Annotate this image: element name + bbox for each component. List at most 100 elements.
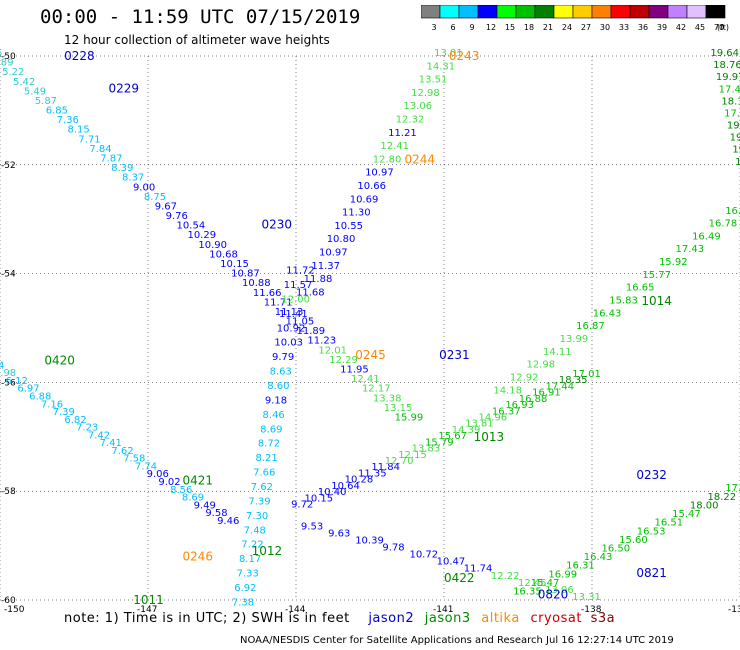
swh-value: 18 — [735, 157, 740, 168]
swh-value: 9.53 — [301, 521, 323, 532]
swh-value: 10.97 — [319, 247, 348, 258]
swh-value: 10.87 — [231, 269, 260, 280]
swh-value: 7.62 — [111, 446, 133, 457]
swh-value: 8.39 — [111, 163, 133, 174]
swh-value: 19.34 — [727, 121, 740, 132]
legend-label: 3 — [431, 23, 436, 32]
swh-value: 9.76 — [166, 211, 188, 222]
swh-value: 14.96 — [479, 412, 508, 423]
swh-value: 7.23 — [76, 423, 98, 434]
swh-value: 13.01 — [434, 48, 463, 59]
swh-value: 10.66 — [357, 181, 386, 192]
swh-value: 10.68 — [209, 249, 238, 260]
swh-value: 7.30 — [246, 511, 268, 522]
legend-swatch — [610, 5, 631, 19]
swh-value: 14.18 — [493, 385, 522, 396]
longitude-label: -138 — [581, 605, 602, 615]
swh-value: 10.03 — [274, 338, 303, 349]
legend-swatch — [629, 5, 650, 19]
swh-value: 15.83 — [609, 296, 638, 307]
swh-value: 8.15 — [68, 125, 90, 136]
swh-value: 9.06 — [147, 469, 169, 480]
latitude-label: -50 — [1, 52, 16, 62]
swh-value: 7.36 — [57, 115, 79, 126]
swh-value: 12.70 — [385, 456, 414, 467]
legend-label: 12 — [486, 23, 496, 32]
swh-value: 12.01 — [318, 345, 347, 356]
swh-value: 16.53 — [637, 526, 666, 537]
swh-value: 12.98 — [526, 360, 555, 371]
swh-value: 9.00 — [133, 182, 155, 193]
swh-value: 10.97 — [365, 168, 394, 179]
swh-value: 13.15 — [384, 403, 413, 414]
swh-value: 11.95 — [340, 365, 369, 376]
legend-swatch — [496, 5, 517, 19]
swh-value: 18.22 — [708, 492, 737, 503]
swh-value: 11.68 — [296, 287, 325, 298]
swh-value: 11.84 — [371, 462, 400, 473]
swh-value: 7.39 — [53, 407, 75, 418]
latitude-label: -58 — [1, 487, 16, 497]
swh-value: 16.78 — [709, 219, 738, 230]
swh-value: 18.00 — [690, 500, 719, 511]
swh-value: 15.67 — [438, 431, 467, 442]
legend-swatch — [648, 5, 669, 19]
swh-value: 10.15 — [220, 259, 249, 270]
legend-label: (ft) — [717, 23, 729, 32]
swh-value: 16.37 — [492, 406, 521, 417]
swh-value: 17.01 — [572, 369, 601, 380]
swh-value: 16.51 — [654, 518, 683, 529]
swh-value: 10.29 — [187, 230, 216, 241]
swh-value: 5.98 — [0, 368, 16, 379]
note-line: note: 1) Time is in UTC; 2) SWH is in fe… — [64, 611, 615, 626]
swh-value: 16.65 — [626, 283, 655, 294]
legend-label: 18 — [524, 23, 534, 32]
swh-value: 18.35 — [559, 375, 588, 386]
swh-value: 5.89 — [0, 58, 13, 69]
pass-label: 0820 — [538, 588, 569, 602]
swh-value: 12.41 — [380, 141, 409, 152]
swh-value: 11.23 — [307, 336, 336, 347]
swh-value: 16.35 — [513, 587, 542, 598]
legend-label: 70 — [714, 23, 724, 32]
swh-value: 8.63 — [270, 367, 292, 378]
swh-value: 11.72 — [286, 266, 315, 277]
swh-value: 8.37 — [122, 173, 144, 184]
swh-value: 8.75 — [144, 192, 166, 203]
swh-value: 7.58 — [123, 454, 145, 465]
longitude-label: -141 — [433, 605, 453, 615]
swh-value: 10.80 — [327, 234, 356, 245]
satellite-altika: altika — [481, 611, 520, 626]
swh-value: 16.31 — [566, 561, 595, 572]
swh-value: 8.60 — [267, 381, 289, 392]
swh-value: 11.35 — [358, 468, 387, 479]
credit-line: NOAA/NESDIS Center for Satellite Applica… — [240, 635, 674, 646]
pass-label: 0246 — [183, 549, 214, 563]
swh-value: 12.98 — [411, 88, 440, 99]
swh-value: 15.77 — [642, 270, 671, 281]
latitude-label: -56 — [1, 378, 16, 388]
swh-value: 7.39 — [248, 496, 270, 507]
swh-value: 16.43 — [593, 308, 622, 319]
swh-value: 7.62 — [251, 482, 273, 493]
swh-value: 11.66 — [253, 288, 282, 299]
swh-value: 8.46 — [263, 410, 285, 421]
latitude-label: -54 — [1, 270, 16, 280]
legend-swatch — [421, 5, 441, 19]
swh-value: 7.71 — [78, 134, 100, 145]
swh-value: 17.44 — [545, 381, 574, 392]
swh-value: 11.37 — [311, 261, 340, 272]
swh-value: 18.76 — [713, 60, 740, 71]
legend-swatch — [515, 5, 536, 19]
swh-value: 8.17 — [239, 554, 261, 565]
satellite-jason3: jason3 — [424, 611, 471, 626]
swh-value: 10.72 — [409, 550, 438, 561]
swh-value: 16.50 — [601, 543, 630, 554]
page-subtitle: 12 hour collection of altimeter wave hei… — [64, 33, 330, 47]
swh-value: 9.49 — [194, 500, 216, 511]
legend-label: 30 — [600, 23, 610, 32]
pass-label: 1012 — [252, 544, 283, 558]
pass-label: 0422 — [444, 571, 475, 585]
swh-value: 15.92 — [659, 257, 688, 268]
swh-value: 10.28 — [345, 475, 374, 486]
